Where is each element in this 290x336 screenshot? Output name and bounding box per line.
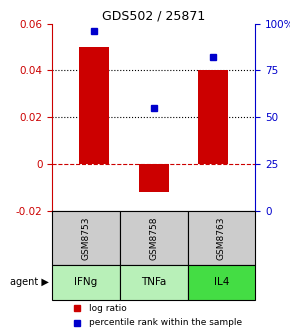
- Text: GSM8758: GSM8758: [149, 216, 158, 260]
- Bar: [188, 265, 255, 300]
- Title: GDS502 / 25871: GDS502 / 25871: [102, 9, 205, 23]
- Text: GSM8763: GSM8763: [217, 216, 226, 260]
- Bar: [79, 47, 109, 164]
- Text: IFNg: IFNg: [75, 277, 98, 287]
- Text: log ratio: log ratio: [89, 303, 126, 312]
- Bar: [120, 211, 188, 265]
- Text: agent ▶: agent ▶: [10, 277, 49, 287]
- Bar: [139, 164, 168, 193]
- Text: IL4: IL4: [214, 277, 229, 287]
- Text: percentile rank within the sample: percentile rank within the sample: [89, 318, 242, 327]
- Bar: [198, 71, 228, 164]
- Text: TNFa: TNFa: [141, 277, 166, 287]
- Bar: [52, 211, 120, 265]
- Bar: [52, 265, 120, 300]
- Bar: [188, 211, 255, 265]
- Text: GSM8753: GSM8753: [81, 216, 90, 260]
- Bar: [120, 265, 188, 300]
